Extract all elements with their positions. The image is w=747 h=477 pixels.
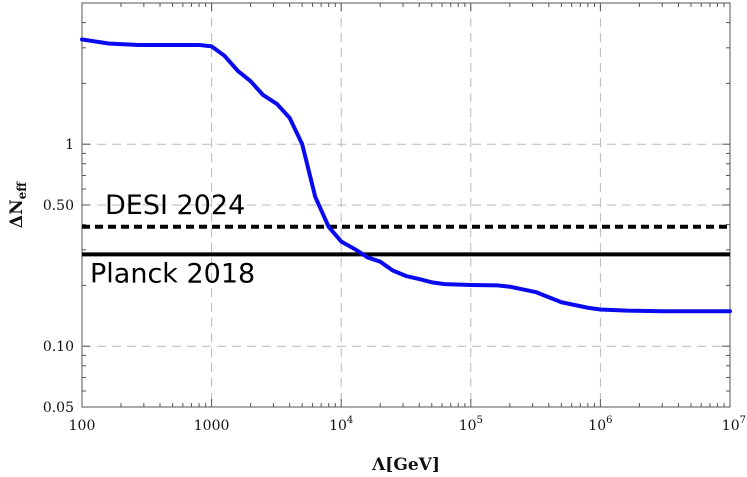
x-tick-label: 105 <box>459 415 483 434</box>
minor-ticks <box>81 2 730 408</box>
y-tick-label: 0.10 <box>43 339 74 355</box>
x-tick-label-base: 1000 <box>194 418 230 434</box>
x-tick-label: 107 <box>722 415 746 434</box>
x-tick-label-base: 10 <box>329 418 347 434</box>
x-tick-label-base: 10 <box>588 418 606 434</box>
series-group <box>80 37 732 314</box>
grid <box>82 3 730 407</box>
y-tick-labels: 0.05 0.10 0.50 1 <box>43 137 74 416</box>
x-tick-label: 106 <box>588 415 612 434</box>
y-tick-label: 1 <box>65 137 74 153</box>
x-tick-label-exp: 6 <box>606 415 612 426</box>
x-tick-label-base: 100 <box>69 418 96 434</box>
x-tick-label-exp: 5 <box>477 415 483 426</box>
x-tick-label: 104 <box>329 415 353 434</box>
y-axis-title-sub: eff <box>15 181 29 200</box>
x-tick-label-base: 10 <box>722 418 740 434</box>
y-tick-label: 0.50 <box>43 198 74 214</box>
x-tick-label: 1000 <box>194 418 230 434</box>
y-axis-title-main: ΔN <box>7 199 27 228</box>
x-tick-label-exp: 7 <box>740 415 746 426</box>
reference-line-label: Planck 2018 <box>90 258 255 289</box>
y-axis-title: ΔNeff <box>7 181 29 228</box>
x-tick-label-base: 10 <box>459 418 477 434</box>
x-tick-labels: 100 1000 104 105 106 107 <box>69 415 746 434</box>
x-tick-label: 100 <box>69 418 96 434</box>
reference-lines: DESI 2024 Planck 2018 <box>82 190 730 289</box>
series-line <box>80 37 732 314</box>
y-tick-label: 0.05 <box>43 400 74 416</box>
x-tick-label-exp: 4 <box>347 415 353 426</box>
x-axis-title: Λ[GeV] <box>371 455 440 475</box>
reference-line-label: DESI 2024 <box>105 190 245 221</box>
